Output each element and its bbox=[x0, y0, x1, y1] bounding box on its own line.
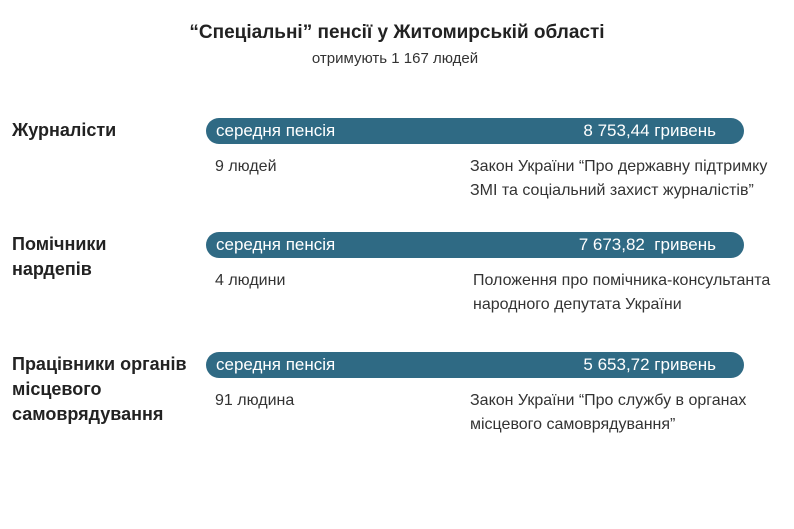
legal-basis: Закон України “Про державну підтримку ЗМ… bbox=[470, 158, 768, 199]
pension-amount: 7 673,82 гривень bbox=[578, 235, 716, 254]
average-pension-bar: середня пенсія 5 653,72 гривень bbox=[206, 352, 744, 378]
category-label: Працівники органів місцевого самоврядува… bbox=[12, 354, 187, 424]
page-subtitle: отримують 1 167 людей bbox=[311, 50, 479, 67]
category-label: Помічники нардепів bbox=[12, 234, 107, 279]
pension-amount: 8 753,44 гривень bbox=[583, 121, 716, 140]
page-title: “Спеціальні” пенсії у Житомирській облас… bbox=[189, 22, 605, 43]
people-count: 4 людини bbox=[215, 272, 286, 289]
legal-basis: Закон України “Про службу в органах місц… bbox=[470, 392, 747, 433]
bar-label: середня пенсія bbox=[216, 235, 336, 254]
pension-amount: 5 653,72 гривень bbox=[583, 355, 716, 374]
people-count: 9 людей bbox=[215, 158, 277, 175]
average-pension-bar: середня пенсія 8 753,44 гривень bbox=[206, 118, 744, 144]
bar-label: середня пенсія bbox=[216, 121, 336, 140]
legal-basis: Положення про помічника-консультанта нар… bbox=[473, 272, 771, 313]
category-label: Журналісти bbox=[12, 120, 117, 140]
average-pension-bar: середня пенсія 7 673,82 гривень bbox=[206, 232, 744, 258]
people-count: 91 людина bbox=[215, 392, 295, 409]
bar-label: середня пенсія bbox=[216, 355, 336, 374]
